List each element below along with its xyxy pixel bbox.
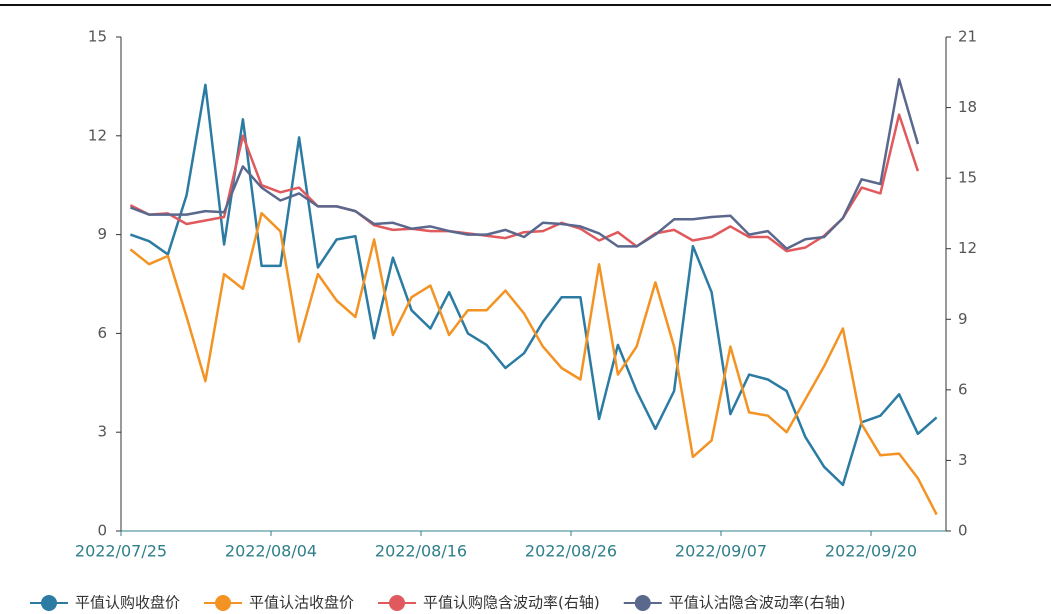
series-line	[129, 113, 920, 253]
y2-tick-label: 9	[958, 310, 968, 328]
series-line	[129, 78, 920, 250]
series-line	[129, 211, 938, 516]
y2-tick-label: 21	[958, 28, 977, 46]
y2-tick-label: 3	[958, 451, 968, 469]
y2-tick-label: 0	[958, 522, 968, 540]
y2-tick-label: 18	[958, 98, 977, 116]
y2-tick-label: 6	[958, 380, 968, 398]
x-tick-label: 2022/08/26	[525, 542, 617, 561]
legend-icon-dot	[634, 595, 651, 611]
x-tick-label: 2022/09/20	[825, 542, 917, 561]
y-tick-label: 0	[97, 522, 107, 540]
legend-icon-dot	[41, 595, 57, 611]
legend-label: 平值认购隐含波动率(右轴)	[423, 594, 600, 612]
legend-label: 平值认沽收盘价	[249, 594, 354, 612]
legend-label: 平值认购收盘价	[75, 594, 180, 612]
y-tick-label: 6	[97, 324, 107, 342]
y2-tick-label: 15	[958, 169, 977, 187]
legend-icon-dot	[215, 595, 232, 611]
y-tick-label: 12	[88, 126, 107, 144]
x-tick-label: 2022/08/16	[375, 542, 467, 561]
y2-tick-label: 12	[958, 239, 977, 257]
legend-icon-dot	[389, 595, 406, 611]
x-tick-label: 2022/09/07	[675, 542, 767, 561]
series-line	[129, 83, 938, 487]
y-tick-label: 9	[97, 225, 107, 243]
legend-label: 平值认沽隐含波动率(右轴)	[669, 594, 846, 612]
y-tick-label: 3	[97, 423, 107, 441]
x-tick-label: 2022/07/25	[75, 542, 167, 561]
x-tick-label: 2022/08/04	[225, 542, 317, 561]
y-tick-label: 15	[88, 28, 107, 46]
